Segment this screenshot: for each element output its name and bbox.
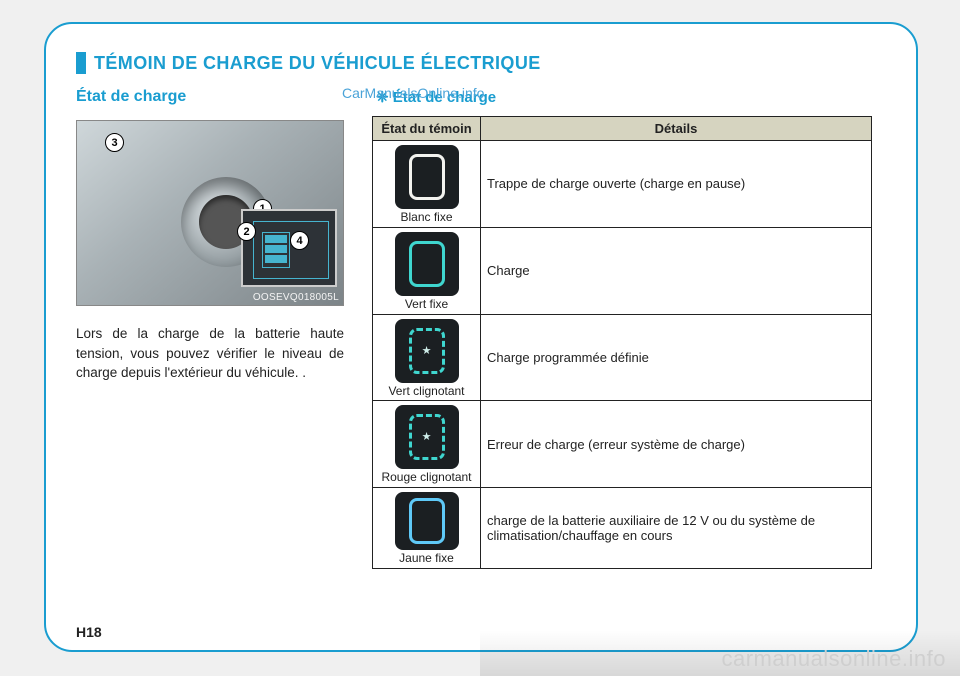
- details-cell: Trappe de charge ouverte (charge en paus…: [481, 141, 872, 228]
- right-column: CarManualsOnline.info ❈ État de charge É…: [372, 88, 886, 569]
- details-cell: Charge: [481, 227, 872, 314]
- lamp-dashed-red: [409, 414, 445, 460]
- page-number: H18: [76, 624, 102, 640]
- top-watermark: CarManualsOnline.info: [342, 85, 484, 101]
- state-cell: Jaune fixe: [373, 488, 481, 569]
- indicator-inset: [241, 209, 337, 287]
- details-cell: charge de la batterie auxiliaire de 12 V…: [481, 488, 872, 569]
- lamp-solid-white: [409, 154, 445, 200]
- lamp-dashed-green: [409, 328, 445, 374]
- content-columns: État de charge 3 1 2 4 OOSEVQ018005L Lor…: [76, 88, 886, 569]
- left-body-text: Lors de la charge de la batterie haute t…: [76, 324, 344, 383]
- state-cell: Blanc fixe: [373, 141, 481, 228]
- inset-frame: [253, 221, 329, 279]
- state-caption: Blanc fixe: [400, 211, 452, 225]
- state-caption: Vert fixe: [405, 298, 448, 312]
- callout-4: 4: [290, 231, 309, 250]
- indicator-icon: [395, 319, 459, 383]
- section-title: TÉMOIN DE CHARGE DU VÉHICULE ÉLECTRIQUE: [94, 53, 541, 74]
- section-title-bar: TÉMOIN DE CHARGE DU VÉHICULE ÉLECTRIQUE: [76, 52, 886, 74]
- state-cell: Vert clignotant: [373, 314, 481, 401]
- th-state: État du témoin: [373, 117, 481, 141]
- state-caption: Jaune fixe: [399, 552, 454, 566]
- lamp-solid-yellow: [409, 498, 445, 544]
- indicator-icon: [395, 232, 459, 296]
- table-row: Vert clignotant Charge programmée défini…: [373, 314, 872, 401]
- callout-3: 3: [105, 133, 124, 152]
- table-row: Vert fixe Charge: [373, 227, 872, 314]
- vehicle-photo: 3 1 2 4 OOSEVQ018005L: [76, 120, 344, 306]
- state-cell: Rouge clignotant: [373, 401, 481, 488]
- state-caption: Vert clignotant: [388, 385, 464, 399]
- th-details: Détails: [481, 117, 872, 141]
- table-row: Jaune fixe charge de la batterie auxilia…: [373, 488, 872, 569]
- inset-battery-icon: [262, 232, 290, 268]
- callout-2: 2: [237, 222, 256, 241]
- state-cell: Vert fixe: [373, 227, 481, 314]
- table-row: Blanc fixe Trappe de charge ouverte (cha…: [373, 141, 872, 228]
- left-heading: État de charge: [76, 88, 344, 106]
- photo-code: OOSEVQ018005L: [253, 292, 339, 303]
- indicator-icon: [395, 405, 459, 469]
- lamp-solid-green: [409, 241, 445, 287]
- title-marker: [76, 52, 86, 74]
- table-row: Rouge clignotant Erreur de charge (erreu…: [373, 401, 872, 488]
- indicator-icon: [395, 145, 459, 209]
- details-cell: Charge programmée définie: [481, 314, 872, 401]
- state-caption: Rouge clignotant: [381, 471, 471, 485]
- left-column: État de charge 3 1 2 4 OOSEVQ018005L Lor…: [76, 88, 344, 569]
- status-table: État du témoin Détails Blanc fixe: [372, 116, 872, 569]
- indicator-icon: [395, 492, 459, 550]
- manual-page: TÉMOIN DE CHARGE DU VÉHICULE ÉLECTRIQUE …: [44, 22, 918, 652]
- details-cell: Erreur de charge (erreur système de char…: [481, 401, 872, 488]
